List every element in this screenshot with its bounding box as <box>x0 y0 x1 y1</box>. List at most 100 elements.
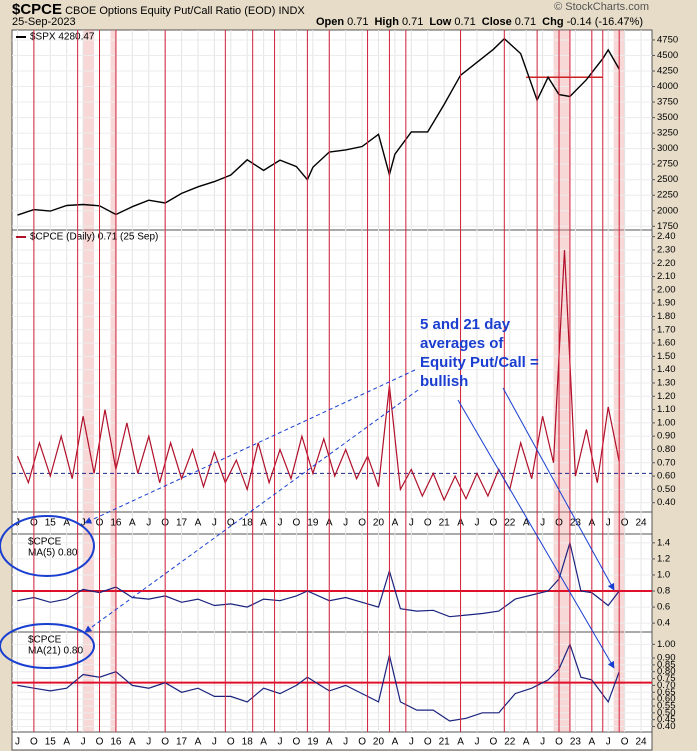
y-tick-label: 2250 <box>657 190 678 201</box>
quote-value: 0.71 <box>401 16 424 28</box>
y-tick-label: 2750 <box>657 159 678 170</box>
y-tick-label: 0.50 <box>657 484 676 495</box>
x-tick-label: A <box>195 737 202 748</box>
y-tick-label: 1.70 <box>657 324 676 335</box>
x-tick-label: O <box>293 737 301 748</box>
y-tick-label: 0.60 <box>657 694 676 705</box>
y-tick-label: 0.85 <box>657 659 676 670</box>
x-tick-label: O <box>161 737 169 748</box>
x-tick-label: O <box>227 737 235 748</box>
x-tick-label: O <box>358 518 366 529</box>
callout-ellipse <box>0 623 95 669</box>
y-tick-label: 1.00 <box>657 639 676 650</box>
x-tick-label: J <box>81 737 86 748</box>
x-tick-label: A <box>392 737 399 748</box>
y-tick-label: 0.55 <box>657 700 676 711</box>
y-tick-label: 1750 <box>657 221 678 232</box>
x-tick-label: J <box>15 737 20 748</box>
x-tick-label: O <box>424 737 432 748</box>
legend-text: MA(5) 0.80 <box>28 548 78 559</box>
quote-label: Open <box>315 16 345 28</box>
y-tick-label: 0.90 <box>657 431 676 442</box>
y-tick-label: 3250 <box>657 128 678 139</box>
y-tick-label: 0.80 <box>657 666 676 677</box>
x-tick-label: A <box>260 518 267 529</box>
y-tick-label: 3750 <box>657 97 678 108</box>
y-tick-label: 1.4 <box>657 537 670 548</box>
y-tick-label: 0.45 <box>657 714 676 725</box>
x-tick-label: 24 <box>635 737 647 748</box>
x-tick-label: J <box>409 737 414 748</box>
x-tick-label: A <box>260 737 267 748</box>
callout-arrow <box>502 387 615 591</box>
callout-arrow <box>457 399 615 669</box>
x-tick-label: O <box>621 518 629 529</box>
x-tick-label: J <box>474 518 479 529</box>
legend-text: $CPCE <box>28 635 62 646</box>
x-tick-label: 15 <box>45 737 57 748</box>
x-tick-label: 20 <box>373 518 385 529</box>
x-tick-label: J <box>212 737 217 748</box>
quote-value: 0.71 <box>514 16 537 28</box>
x-tick-label: J <box>343 737 348 748</box>
y-tick-label: 1.50 <box>657 351 676 362</box>
x-tick-label: O <box>555 737 563 748</box>
y-tick-label: 4500 <box>657 50 678 61</box>
x-tick-label: A <box>392 518 399 529</box>
callout-arrow <box>84 369 416 524</box>
x-tick-label: A <box>326 737 333 748</box>
credit: © StockCharts.com <box>554 1 649 13</box>
x-tick-label: J <box>146 737 151 748</box>
info-row: 25-Sep-2023 Open 0.71 High 0.71 Low 0.71 Close… <box>12 16 693 28</box>
x-tick-label: 20 <box>373 737 385 748</box>
callout-ellipse <box>0 515 95 577</box>
x-tick-label: A <box>63 518 70 529</box>
quote: Open 0.71 High 0.71 Low 0.71 Close 0.71 Chg -0.14… <box>316 16 649 28</box>
x-tick-label: O <box>489 518 497 529</box>
x-tick-label: 15 <box>45 518 57 529</box>
y-tick-label: 0.65 <box>657 687 676 698</box>
header: $CPCE CBOE Options Equity Put/Call Ratio… <box>0 0 697 30</box>
annotation-text: bullish <box>420 373 468 390</box>
title-row: $CPCE CBOE Options Equity Put/Call Ratio… <box>12 1 693 18</box>
series-line <box>17 540 620 618</box>
x-tick-label: J <box>278 737 283 748</box>
x-tick-label: J <box>212 518 217 529</box>
y-tick-label: 1.0 <box>657 569 670 580</box>
description: CBOE Options Equity Put/Call Ratio (EOD)… <box>65 5 305 17</box>
y-tick-label: 1.00 <box>657 417 676 428</box>
y-tick-label: 1.20 <box>657 391 676 402</box>
quote-value: -0.14 (-16.47%) <box>566 16 643 28</box>
x-tick-label: J <box>606 518 611 529</box>
x-tick-label: O <box>96 737 104 748</box>
annotation-text: Equity Put/Call = <box>420 354 539 371</box>
x-tick-label: 21 <box>439 737 451 748</box>
y-tick-label: 0.75 <box>657 673 676 684</box>
y-tick-label: 4000 <box>657 81 678 92</box>
quote-value: 0.71 <box>347 16 369 28</box>
x-tick-label: 23 <box>570 737 582 748</box>
y-tick-label: 2000 <box>657 205 678 216</box>
x-tick-label: 23 <box>570 518 582 529</box>
symbol: $CPCE <box>12 1 63 18</box>
x-tick-label: A <box>523 518 530 529</box>
x-tick-label: A <box>129 737 136 748</box>
annotation-text: averages of <box>420 335 504 352</box>
series-line <box>17 642 620 722</box>
x-tick-label: O <box>424 518 432 529</box>
x-tick-label: A <box>588 737 595 748</box>
x-tick-label: J <box>409 518 414 529</box>
quote-label: Low <box>429 16 452 28</box>
x-tick-label: O <box>621 737 629 748</box>
quote-label: Chg <box>542 16 564 28</box>
y-tick-label: 0.6 <box>657 602 670 613</box>
y-tick-label: 1.30 <box>657 377 676 388</box>
annotation-text: 5 and 21 day <box>420 316 511 333</box>
y-tick-label: 1.60 <box>657 338 676 349</box>
x-tick-label: O <box>30 737 38 748</box>
x-tick-label: 18 <box>242 518 254 529</box>
panel-bg <box>11 29 653 231</box>
x-tick-label: J <box>540 737 545 748</box>
y-tick-label: 3500 <box>657 112 678 123</box>
x-tick-label: 19 <box>307 518 319 529</box>
